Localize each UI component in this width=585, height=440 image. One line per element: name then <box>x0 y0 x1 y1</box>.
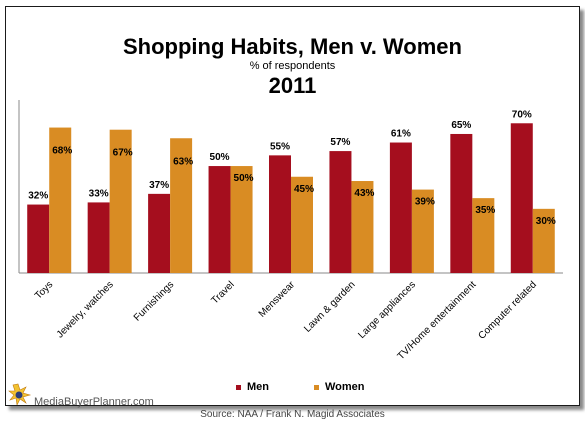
data-label-women-8: 30% <box>536 216 556 227</box>
data-label-men-1: 33% <box>89 188 109 199</box>
data-label-men-6: 61% <box>391 129 411 140</box>
bar-women-5 <box>351 181 374 273</box>
data-label-women-7: 35% <box>475 205 495 216</box>
chart-title: Shopping Habits, Men v. Women <box>123 34 462 59</box>
data-label-women-0: 68% <box>52 146 72 157</box>
legend-swatch-men <box>236 384 241 390</box>
data-label-men-0: 32% <box>28 191 48 202</box>
star-burst-logo-icon <box>8 383 32 405</box>
bar-women-3 <box>230 166 253 273</box>
data-label-men-7: 65% <box>451 120 471 131</box>
data-label-men-2: 37% <box>149 180 169 191</box>
bar-men-3 <box>208 166 231 273</box>
bar-men-2 <box>148 193 171 273</box>
bar-women-8 <box>532 208 555 273</box>
data-label-men-4: 55% <box>270 141 290 152</box>
x-tick-label-8: Computer related <box>476 279 538 341</box>
data-label-women-2: 63% <box>173 156 193 167</box>
data-label-women-5: 43% <box>354 188 374 199</box>
chart-year: 2011 <box>268 73 317 98</box>
bar-women-1 <box>109 129 132 273</box>
data-label-men-3: 50% <box>210 152 230 163</box>
bar-men-1 <box>87 202 110 273</box>
data-label-men-5: 57% <box>330 137 350 148</box>
data-label-women-1: 67% <box>113 148 133 159</box>
data-label-men-8: 70% <box>512 109 532 120</box>
bar-men-0 <box>27 204 50 273</box>
bar-women-0 <box>49 127 72 273</box>
bar-women-6 <box>411 189 434 273</box>
bar-men-6 <box>389 142 412 273</box>
x-tick-label-1: Jewelry, watches <box>55 279 116 340</box>
legend-item-women: Women <box>314 381 365 395</box>
bar-women-4 <box>291 176 313 273</box>
legend-swatch-women <box>314 384 319 390</box>
bar-men-4 <box>269 155 291 273</box>
x-tick-label-3: Travel <box>210 279 237 306</box>
legend-label-women: Women <box>325 381 365 393</box>
bar-men-7 <box>450 133 473 273</box>
bar-women-7 <box>472 198 495 273</box>
data-label-women-4: 45% <box>294 184 314 195</box>
logo-text: MediaBuyerPlanner.com <box>34 396 154 408</box>
x-tick-label-0: Toys <box>33 279 55 301</box>
bar-women-2 <box>170 138 193 273</box>
data-label-women-6: 39% <box>415 197 435 208</box>
x-tick-label-4: Menswear <box>257 279 298 320</box>
x-tick-label-2: Furnishings <box>132 279 176 323</box>
bar-men-5 <box>329 151 352 273</box>
source-note: Source: NAA / Frank N. Magid Associates <box>200 409 385 420</box>
bar-men-8 <box>510 123 533 274</box>
data-label-women-3: 50% <box>234 173 254 184</box>
legend-label-men: Men <box>247 381 269 393</box>
x-tick-label-6: Large appliances <box>356 279 418 341</box>
legend-item-men: Men <box>236 381 269 395</box>
x-tick-label-5: Lawn & garden <box>302 279 357 334</box>
chart-subtitle: % of respondents <box>249 60 336 72</box>
